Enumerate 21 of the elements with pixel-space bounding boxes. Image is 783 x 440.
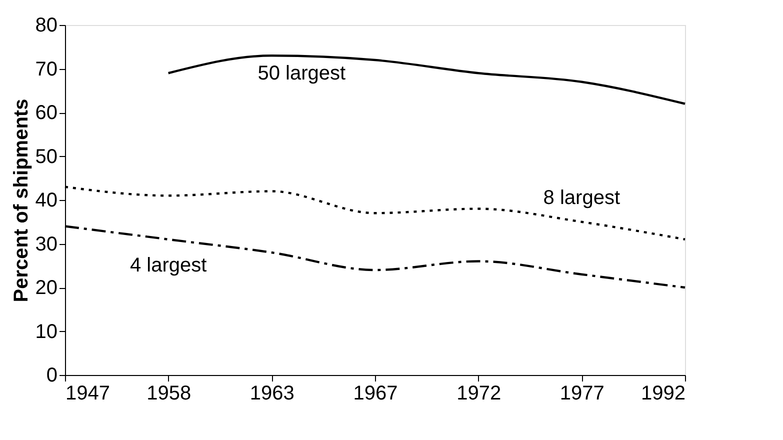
line-series [167, 54, 686, 105]
y-tick-label: 0 [46, 364, 58, 386]
series-label: 4 largest [130, 254, 208, 276]
y-tick-label: 30 [35, 233, 58, 256]
x-tick-label: 1947 [66, 382, 110, 404]
x-tick-label: 1992 [641, 382, 686, 404]
y-tick-label: 60 [35, 102, 58, 124]
y-tick-label: 20 [35, 277, 58, 299]
x-tick-label: 1972 [456, 382, 502, 404]
y-tick-label: 70 [35, 58, 58, 80]
x-tick-label: 1967 [353, 382, 398, 404]
series-label: 8 largest [543, 186, 620, 209]
y-tick-label: 80 [35, 14, 58, 36]
y-tick-label: 40 [35, 190, 58, 212]
y-axis-title: Percent of shipments [10, 98, 32, 302]
y-tick-label: 50 [35, 146, 58, 168]
x-tick-label: 1977 [560, 382, 604, 404]
series-label: 50 largest [258, 62, 346, 85]
x-tick-label: 1963 [250, 382, 294, 404]
y-tick-label: 10 [35, 320, 58, 343]
x-tick-label: 1958 [146, 382, 192, 404]
